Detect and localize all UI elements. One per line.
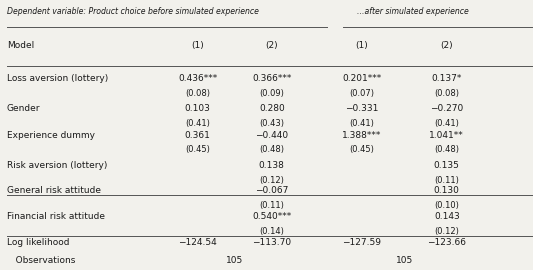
Text: Dependent variable: Product choice before simulated experience: Dependent variable: Product choice befor… bbox=[7, 7, 259, 16]
Text: (0.41): (0.41) bbox=[434, 119, 459, 128]
Text: (0.43): (0.43) bbox=[259, 119, 284, 128]
Text: 0.135: 0.135 bbox=[434, 161, 460, 170]
Text: 105: 105 bbox=[395, 256, 413, 265]
Text: (1): (1) bbox=[191, 40, 204, 50]
Text: (0.08): (0.08) bbox=[434, 89, 459, 97]
Text: (1): (1) bbox=[356, 40, 368, 50]
Text: (0.48): (0.48) bbox=[434, 145, 459, 154]
Text: 0.143: 0.143 bbox=[434, 212, 459, 221]
Text: 0.361: 0.361 bbox=[184, 131, 211, 140]
Text: Financial risk attitude: Financial risk attitude bbox=[7, 212, 104, 221]
Text: (0.41): (0.41) bbox=[350, 119, 374, 128]
Text: −127.59: −127.59 bbox=[342, 238, 382, 247]
Text: (0.07): (0.07) bbox=[350, 89, 375, 97]
Text: General risk attitude: General risk attitude bbox=[7, 187, 101, 195]
Text: 1.041**: 1.041** bbox=[430, 131, 464, 140]
Text: (0.45): (0.45) bbox=[350, 145, 374, 154]
Text: 0.103: 0.103 bbox=[184, 104, 211, 113]
Text: −124.54: −124.54 bbox=[178, 238, 217, 247]
Text: (0.09): (0.09) bbox=[260, 89, 284, 97]
Text: (0.48): (0.48) bbox=[259, 145, 284, 154]
Text: Risk aversion (lottery): Risk aversion (lottery) bbox=[7, 161, 107, 170]
Text: 0.201***: 0.201*** bbox=[342, 74, 382, 83]
Text: 0.280: 0.280 bbox=[259, 104, 285, 113]
Text: −123.66: −123.66 bbox=[427, 238, 466, 247]
Text: −0.331: −0.331 bbox=[345, 104, 378, 113]
Text: 0.436***: 0.436*** bbox=[178, 74, 217, 83]
Text: −0.067: −0.067 bbox=[255, 187, 288, 195]
Text: 0.540***: 0.540*** bbox=[252, 212, 292, 221]
Text: 0.366***: 0.366*** bbox=[252, 74, 292, 83]
Text: 0.137*: 0.137* bbox=[432, 74, 462, 83]
Text: (0.41): (0.41) bbox=[185, 119, 210, 128]
Text: (0.14): (0.14) bbox=[260, 227, 284, 236]
Text: (0.11): (0.11) bbox=[260, 201, 284, 210]
Text: (0.12): (0.12) bbox=[260, 176, 284, 185]
Text: 0.138: 0.138 bbox=[259, 161, 285, 170]
Text: −0.270: −0.270 bbox=[430, 104, 463, 113]
Text: (0.10): (0.10) bbox=[434, 201, 459, 210]
Text: (0.08): (0.08) bbox=[185, 89, 210, 97]
Text: (0.12): (0.12) bbox=[434, 227, 459, 236]
Text: Experience dummy: Experience dummy bbox=[7, 131, 95, 140]
Text: 105: 105 bbox=[226, 256, 243, 265]
Text: (0.11): (0.11) bbox=[434, 176, 459, 185]
Text: Model: Model bbox=[7, 40, 34, 50]
Text: Log likelihood: Log likelihood bbox=[7, 238, 69, 247]
Text: (0.45): (0.45) bbox=[185, 145, 210, 154]
Text: (2): (2) bbox=[265, 40, 278, 50]
Text: 0.130: 0.130 bbox=[434, 187, 460, 195]
Text: ...after simulated experience: ...after simulated experience bbox=[357, 7, 469, 16]
Text: −0.440: −0.440 bbox=[255, 131, 288, 140]
Text: 1.388***: 1.388*** bbox=[342, 131, 382, 140]
Text: −113.70: −113.70 bbox=[252, 238, 292, 247]
Text: Loss aversion (lottery): Loss aversion (lottery) bbox=[7, 74, 108, 83]
Text: Observations: Observations bbox=[7, 256, 75, 265]
Text: (2): (2) bbox=[440, 40, 453, 50]
Text: Gender: Gender bbox=[7, 104, 40, 113]
